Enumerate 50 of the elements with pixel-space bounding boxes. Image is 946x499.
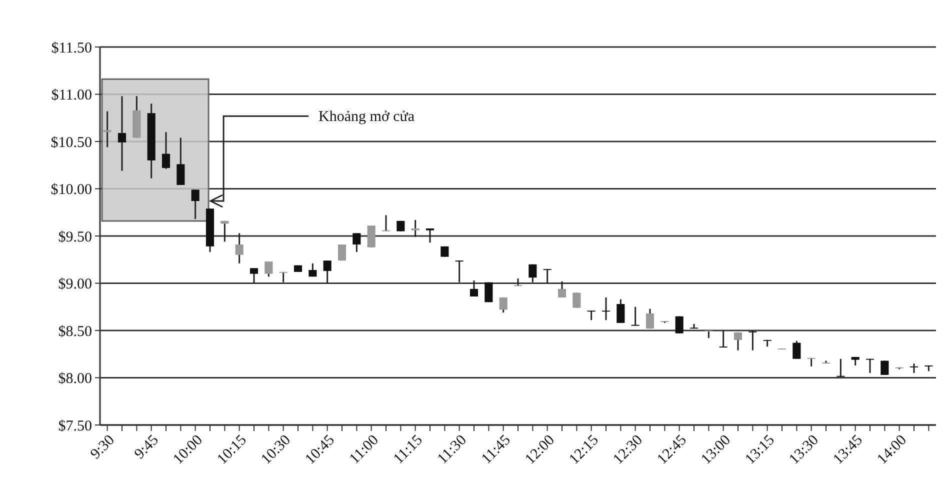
- candlestick: [367, 224, 376, 248]
- candlestick: [572, 292, 581, 309]
- candlestick: [719, 330, 728, 348]
- candlestick: [264, 260, 273, 278]
- candlestick: [631, 306, 640, 327]
- candlestick: [602, 296, 610, 321]
- candlestick: [191, 188, 200, 220]
- annotation: Khoảng mở cửa: [318, 109, 415, 126]
- candlestick: [792, 340, 801, 360]
- candlestick: [543, 268, 552, 284]
- candlestick: [323, 260, 332, 284]
- y-tick-label: $8.00: [58, 371, 92, 387]
- y-tick-label: $11.50: [51, 40, 92, 56]
- candlestick: [279, 271, 288, 284]
- y-tick-label: $11.00: [51, 88, 92, 104]
- candlestick: [250, 267, 258, 284]
- candlestick: [499, 296, 508, 314]
- candlestick: [587, 310, 596, 321]
- candlestick: [426, 228, 434, 244]
- candlestick: [235, 232, 244, 264]
- candlestick: [176, 136, 185, 186]
- candlestick: [836, 358, 845, 378]
- x-tick-label: 9:30: [88, 432, 118, 462]
- candlestick: [470, 280, 478, 298]
- y-tick-label: $8.50: [58, 324, 92, 340]
- candlestick: [748, 330, 757, 352]
- candlestick: [308, 262, 317, 278]
- y-tick-label: $7.50: [58, 418, 92, 434]
- candlestick: [880, 360, 889, 376]
- candlestick: [352, 232, 361, 253]
- y-tick-label: $10.50: [50, 134, 92, 151]
- candlestick: [162, 131, 170, 170]
- y-tick-label: $9.50: [58, 229, 92, 246]
- candlestick: [675, 316, 684, 334]
- candlestick: [118, 95, 126, 172]
- candlestick: [646, 308, 654, 330]
- candlestick: [338, 244, 346, 262]
- candlestick: [455, 260, 464, 284]
- candlestick: [411, 219, 420, 238]
- y-tick-label: $10.00: [50, 182, 92, 198]
- x-tick-label: 9:45: [132, 432, 162, 462]
- candlestick: [866, 358, 874, 374]
- candlestick: [382, 214, 390, 232]
- y-tick-label: $9.00: [58, 276, 92, 292]
- candlestick: [910, 362, 918, 374]
- candlestick: [103, 110, 112, 148]
- candlestick: [616, 298, 625, 324]
- candlestick: [558, 280, 566, 298]
- candlestick: [734, 332, 742, 352]
- candlestick: [528, 264, 537, 284]
